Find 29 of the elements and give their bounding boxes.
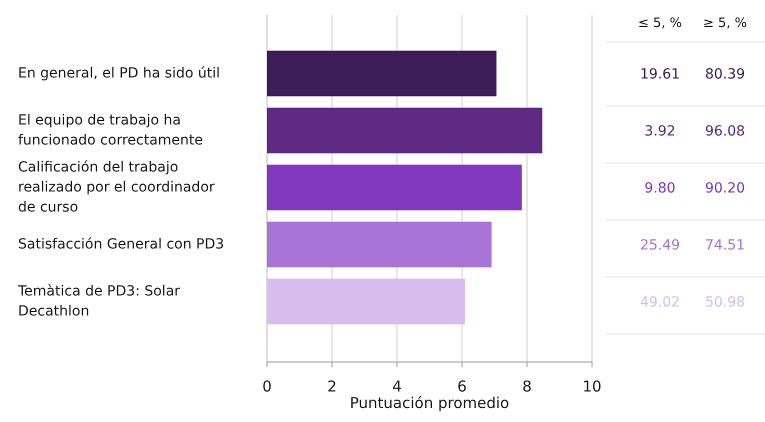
text: ≤ 5, % <box>638 16 682 31</box>
bar <box>267 222 492 268</box>
text: 3.92 <box>644 124 676 140</box>
text: 9.80 <box>644 180 676 196</box>
text: 96.08 <box>704 124 746 140</box>
y-tick-label: En general, el PD ha sido útil <box>18 65 220 82</box>
y-tick-label: Calificación del trabajo realizado por el coordinador de curso <box>18 159 215 216</box>
x-tick-label: 2 <box>327 378 337 396</box>
bar <box>267 108 542 154</box>
x-tick-label: 8 <box>522 378 532 396</box>
text: 49.02 <box>640 294 680 310</box>
text: 19.61 <box>640 66 680 82</box>
x-tick-label: 6 <box>457 378 467 396</box>
x-tick-label: 4 <box>392 378 402 396</box>
text: 25.49 <box>640 238 680 254</box>
bar <box>267 278 465 324</box>
text: ≥ 5, % <box>703 16 747 31</box>
bar <box>267 164 522 210</box>
text: 50.98 <box>704 294 746 310</box>
text: 80.39 <box>704 66 746 82</box>
x-tick-label: 0 <box>262 378 272 396</box>
y-tick-label: El equipo de trabajo ha funcionado correctamente <box>18 112 204 148</box>
x-tick-label: 10 <box>582 378 602 396</box>
y-tick-label: Temàtica de PD3: Solar Decathlon <box>17 283 180 320</box>
y-tick-label: Satisfacción General con PD3 <box>18 236 224 252</box>
x-axis-title: Puntuación promedio <box>350 394 510 412</box>
text: 74.51 <box>704 238 746 254</box>
text: 90.20 <box>704 180 746 196</box>
bar <box>267 50 496 96</box>
